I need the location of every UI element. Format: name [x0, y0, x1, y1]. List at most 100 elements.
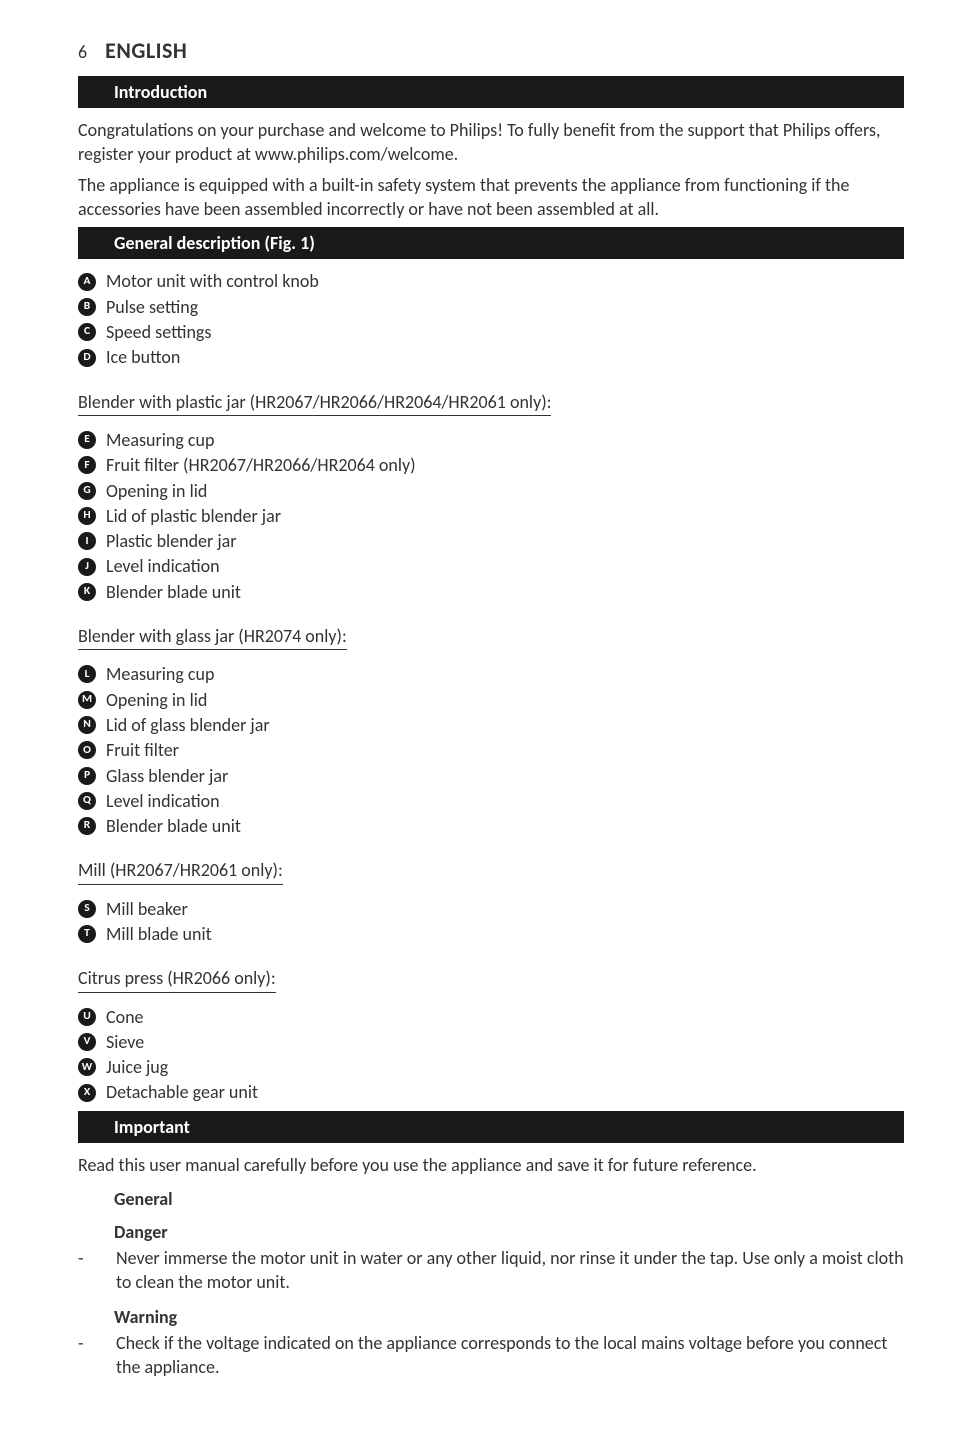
list-item: H Lid of plastic blender jar	[78, 504, 904, 528]
page-header: 6 ENGLISH	[78, 36, 904, 66]
letter-marker: U	[78, 1008, 96, 1026]
list-item-text: Measuring cup	[106, 428, 214, 452]
list-item: F Fruit filter (HR2067/HR2066/HR2064 only…	[78, 453, 904, 477]
warning-list: -Check if the voltage indicated on the a…	[78, 1331, 904, 1380]
group-list: L Measuring cup M Opening in lid N Lid of gla…	[78, 662, 904, 838]
page-number: 6	[78, 40, 87, 64]
list-item-text: Opening in lid	[106, 688, 207, 712]
letter-marker: C	[78, 323, 96, 341]
list-item: Q Level indication	[78, 789, 904, 813]
list-item-text: Level indication	[106, 789, 220, 813]
list-item: I Plastic blender jar	[78, 529, 904, 553]
letter-marker: G	[78, 482, 96, 500]
general-desc-groups: Blender with plastic jar (HR2067/HR2066/…	[78, 376, 904, 1105]
list-item: -Check if the voltage indicated on the a…	[78, 1331, 904, 1380]
list-item-text: Ice button	[106, 345, 180, 369]
list-item: M Opening in lid	[78, 688, 904, 712]
list-item-text: Mill blade unit	[106, 922, 212, 946]
section-heading-intro: Introduction	[78, 76, 904, 108]
letter-marker: P	[78, 767, 96, 785]
dash-marker: -	[78, 1331, 104, 1380]
list-item: R Blender blade unit	[78, 814, 904, 838]
group-heading: Citrus press (HR2066 only):	[78, 966, 276, 992]
letter-marker: A	[78, 273, 96, 291]
list-item: V Sieve	[78, 1030, 904, 1054]
list-item: J Level indication	[78, 554, 904, 578]
list-item-text: Sieve	[106, 1030, 144, 1054]
list-item: A Motor unit with control knob	[78, 269, 904, 293]
list-item-text: Pulse setting	[106, 295, 198, 319]
list-item-text: Check if the voltage indicated on the ap…	[114, 1331, 904, 1380]
letter-marker: N	[78, 716, 96, 734]
letter-marker: M	[78, 691, 96, 709]
letter-marker: W	[78, 1058, 96, 1076]
list-item-text: Measuring cup	[106, 662, 214, 686]
list-item: PGlass blender jar	[78, 764, 904, 788]
letter-marker: B	[78, 298, 96, 316]
subheading-general: General	[78, 1187, 904, 1211]
letter-marker: L	[78, 665, 96, 683]
manual-page: 6 ENGLISH Introduction Congratulations o…	[0, 0, 954, 1439]
letter-marker: S	[78, 900, 96, 918]
list-item: N Lid of glass blender jar	[78, 713, 904, 737]
list-item-text: Detachable gear unit	[106, 1080, 258, 1104]
list-item: C Speed settings	[78, 320, 904, 344]
list-item: D Ice button	[78, 345, 904, 369]
list-item-text: Lid of plastic blender jar	[106, 504, 281, 528]
list-item-text: Fruit filter	[106, 738, 179, 762]
list-item-text: Juice jug	[106, 1055, 168, 1079]
list-item: O Fruit filter	[78, 738, 904, 762]
list-item: X Detachable gear unit	[78, 1080, 904, 1104]
list-item: G Opening in lid	[78, 479, 904, 503]
letter-marker: D	[78, 349, 96, 367]
language-title: ENGLISH	[105, 36, 187, 66]
list-item: L Measuring cup	[78, 662, 904, 686]
list-item: B Pulse setting	[78, 295, 904, 319]
list-item: S Mill beaker	[78, 897, 904, 921]
group-heading: Mill (HR2067/HR2061 only):	[78, 858, 283, 884]
group-list: UCone V Sieve W Juice jug X Detachable gear un…	[78, 1005, 904, 1105]
list-item-text: Blender blade unit	[106, 814, 241, 838]
list-item: K Blender blade unit	[78, 580, 904, 604]
list-item: -Never immerse the motor unit in water o…	[78, 1246, 904, 1295]
list-item: UCone	[78, 1005, 904, 1029]
list-item-text: Plastic blender jar	[106, 529, 237, 553]
letter-marker: V	[78, 1033, 96, 1051]
intro-paragraph-1: Congratulations on your purchase and wel…	[78, 118, 904, 167]
list-item-text: Speed settings	[106, 320, 211, 344]
letter-marker: T	[78, 925, 96, 943]
group-list: S Mill beaker T Mill blade unit	[78, 897, 904, 947]
section-heading-general-desc: General description (Fig. 1)	[78, 227, 904, 259]
list-item-text: Level indication	[106, 554, 220, 578]
letter-marker: O	[78, 741, 96, 759]
letter-marker: X	[78, 1084, 96, 1102]
list-item: E Measuring cup	[78, 428, 904, 452]
group-list: E Measuring cup F Fruit filter (HR2067/HR20…	[78, 428, 904, 604]
letter-marker: R	[78, 817, 96, 835]
list-item: W Juice jug	[78, 1055, 904, 1079]
list-item-text: Motor unit with control knob	[106, 269, 319, 293]
dash-marker: -	[78, 1246, 104, 1295]
group-heading: Blender with plastic jar (HR2067/HR2066/…	[78, 390, 551, 416]
subheading-warning: Warning	[78, 1305, 904, 1329]
letter-marker: I	[78, 532, 96, 550]
list-item-text: Blender blade unit	[106, 580, 241, 604]
danger-list: -Never immerse the motor unit in water o…	[78, 1246, 904, 1295]
general-desc-top-list: A Motor unit with control knob B Pulse sett…	[78, 269, 904, 369]
letter-marker: Q	[78, 792, 96, 810]
section-heading-important: Important	[78, 1111, 904, 1143]
letter-marker: K	[78, 583, 96, 601]
important-intro: Read this user manual carefully before y…	[78, 1153, 904, 1177]
list-item-text: Fruit filter (HR2067/HR2066/HR2064 only)	[106, 453, 416, 477]
list-item-text: Lid of glass blender jar	[106, 713, 270, 737]
letter-marker: J	[78, 558, 96, 576]
letter-marker: F	[78, 456, 96, 474]
list-item: T Mill blade unit	[78, 922, 904, 946]
list-item-text: Never immerse the motor unit in water or…	[114, 1246, 904, 1295]
group-heading: Blender with glass jar (HR2074 only):	[78, 624, 347, 650]
list-item-text: Opening in lid	[106, 479, 207, 503]
letter-marker: H	[78, 507, 96, 525]
intro-paragraph-2: The appliance is equipped with a built-i…	[78, 173, 904, 222]
letter-marker: E	[78, 431, 96, 449]
list-item-text: Mill beaker	[106, 897, 188, 921]
